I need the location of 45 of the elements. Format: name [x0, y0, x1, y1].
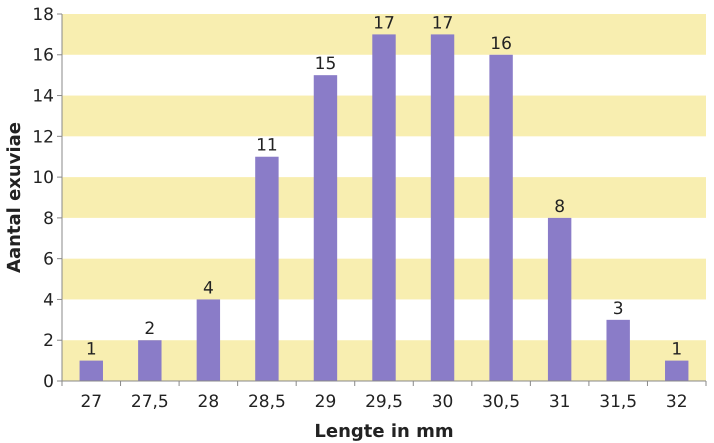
y-tick-label: 4 — [43, 290, 54, 310]
x-tick-label: 31 — [548, 392, 570, 412]
bar — [196, 299, 220, 381]
bar — [372, 34, 396, 381]
x-axis-title: Lengte in mm — [314, 421, 454, 442]
x-tick-label: 32 — [666, 392, 688, 412]
data-label: 1 — [86, 340, 97, 360]
bar — [548, 218, 572, 381]
bar — [255, 156, 279, 381]
bar — [430, 34, 454, 381]
data-label: 2 — [144, 319, 156, 340]
x-tick-label: 30,5 — [482, 392, 520, 412]
x-tick-label: 28 — [198, 392, 220, 412]
data-label: 15 — [314, 54, 336, 74]
x-tick-label: 29,5 — [365, 392, 403, 412]
x-tick-label: 28,5 — [248, 392, 286, 412]
y-tick-label: 10 — [32, 168, 54, 188]
data-label: 11 — [256, 136, 278, 156]
data-label: 4 — [202, 278, 214, 298]
data-label: 17 — [373, 13, 395, 34]
y-tick-label: 0 — [43, 372, 54, 392]
y-tick-label: 12 — [32, 127, 54, 148]
data-label: 1 — [671, 340, 682, 360]
x-tick-label: 30 — [432, 392, 454, 412]
x-tick-label: 27 — [80, 392, 102, 412]
bar — [606, 320, 630, 381]
y-tick-label: 2 — [43, 331, 54, 352]
bar — [138, 340, 162, 381]
bar — [314, 75, 338, 381]
data-label: 8 — [554, 196, 566, 217]
bar — [80, 360, 103, 381]
bar — [489, 54, 513, 381]
y-tick-label: 8 — [43, 208, 54, 229]
y-tick-label: 16 — [32, 46, 54, 66]
x-tick-label: 27,5 — [130, 392, 169, 412]
y-tick-label: 6 — [43, 250, 54, 270]
data-label: 17 — [432, 13, 454, 34]
y-tick-label: 14 — [32, 86, 54, 107]
y-axis-title: Aantal exuviae — [4, 122, 25, 273]
x-tick-label: 29 — [314, 392, 336, 412]
x-tick-label: 31,5 — [599, 392, 638, 412]
data-label: 3 — [612, 298, 624, 319]
bar — [665, 360, 688, 381]
y-tick-label: 18 — [32, 4, 54, 25]
data-label: 16 — [490, 34, 512, 54]
